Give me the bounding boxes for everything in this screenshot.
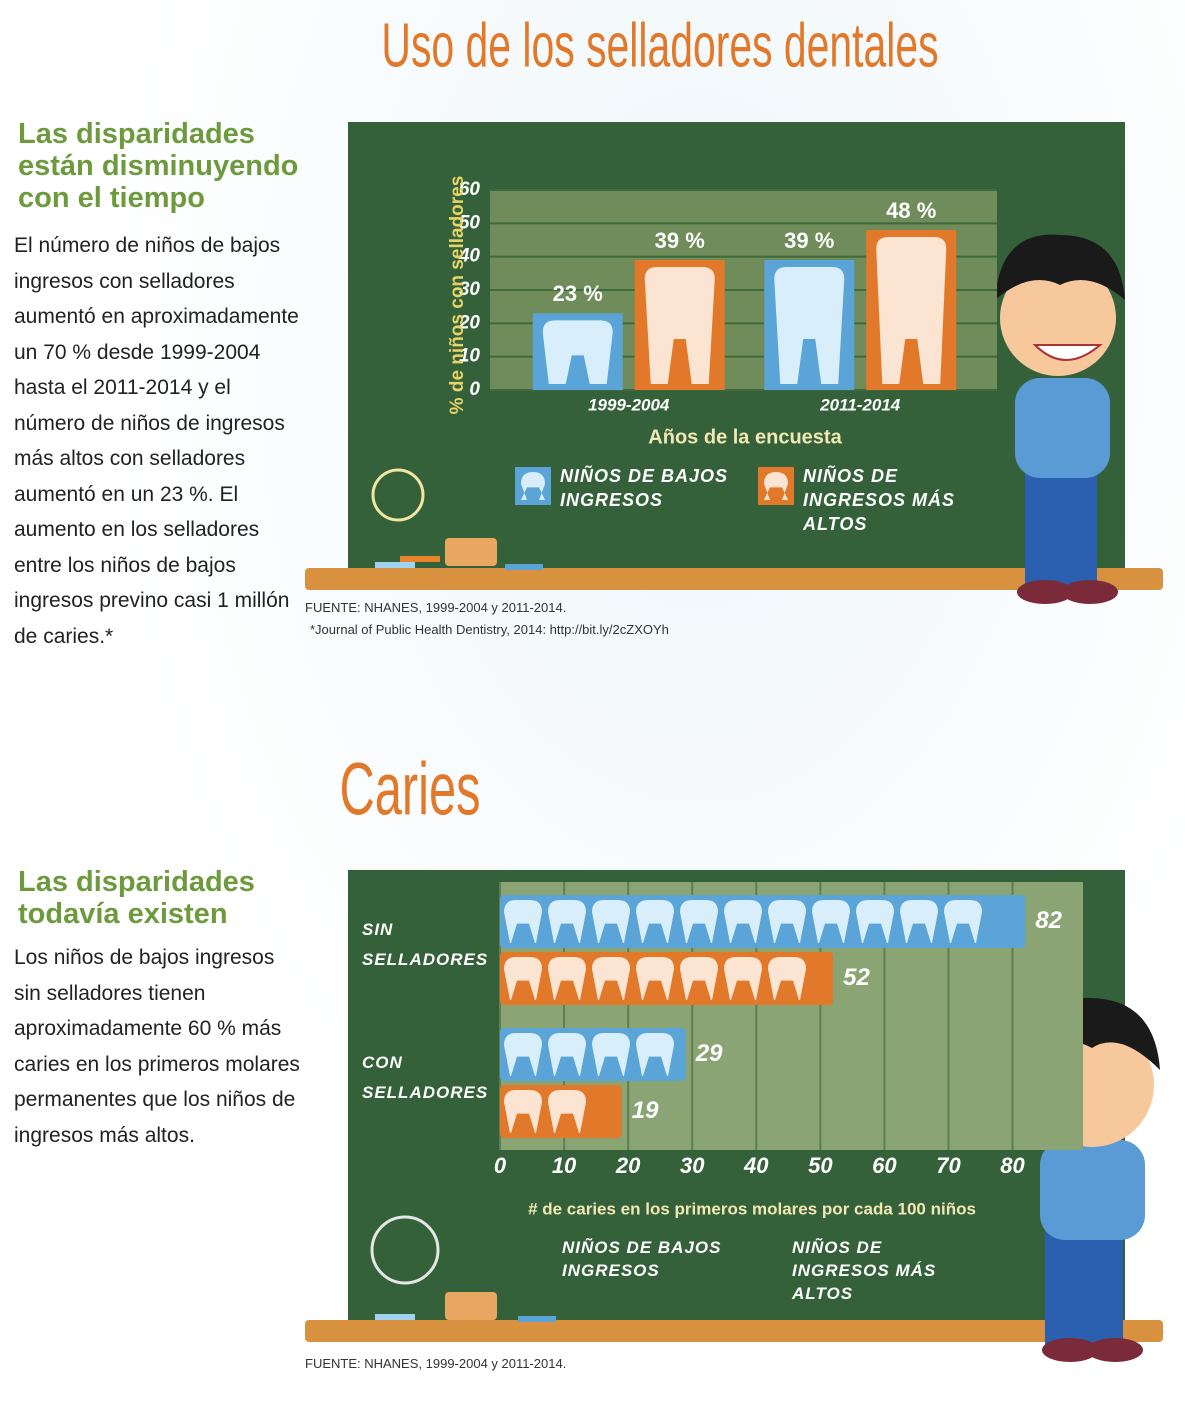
tooth-decoration	[592, 957, 630, 1000]
value-label: 39 %	[784, 228, 834, 253]
x-tick-label: 1999-2004	[588, 395, 670, 414]
tooth-decoration	[644, 267, 715, 384]
tooth-decoration	[812, 900, 850, 943]
x-axis-label: # de caries en los primeros molares por …	[528, 1199, 976, 1218]
tooth-decoration	[548, 957, 586, 1000]
y-tick-label: 60	[459, 179, 481, 200]
tooth-decoration	[548, 900, 586, 943]
eraser	[445, 538, 497, 566]
section-subtitle: Las disparidades están disminuyendo con …	[18, 118, 299, 214]
tooth-decoration	[876, 237, 947, 384]
tooth-decoration	[548, 1090, 586, 1133]
tooth-decoration	[592, 900, 630, 943]
tooth-decoration	[900, 900, 938, 943]
legend-label: NIÑOS DE BAJOS INGRESOS	[562, 1238, 722, 1280]
footnote: *Journal of Public Health Dentistry, 201…	[310, 622, 669, 637]
section-text: Los niños de bajos ingresos sin sellador…	[14, 946, 300, 1147]
tooth-decoration	[542, 320, 613, 384]
source: FUENTE: NHANES, 1999-2004 y 2011-2014.	[305, 600, 567, 615]
value-label: 23 %	[553, 281, 603, 306]
section-subtitle: Las disparidades todavía existen	[18, 866, 255, 930]
chalk	[400, 556, 440, 562]
tooth-decoration	[504, 957, 542, 1000]
tooth-decoration	[548, 1033, 586, 1076]
chalk	[505, 564, 543, 570]
chart-title: Caries	[339, 748, 480, 831]
value-label: 48 %	[886, 198, 936, 223]
x-tick-label: 80	[1000, 1153, 1025, 1178]
x-tick-label: 60	[872, 1153, 897, 1178]
x-tick-label: 30	[680, 1153, 705, 1178]
tooth-decoration	[856, 900, 894, 943]
tooth-decoration	[636, 900, 674, 943]
value-label: 29	[695, 1040, 723, 1067]
legend-label: NIÑOS DE BAJOS INGRESOS	[560, 466, 729, 510]
kid-illustration	[995, 234, 1125, 604]
y-tick-label: 20	[458, 312, 481, 333]
x-axis-label: Años de la encuesta	[648, 426, 842, 448]
tooth-decoration	[680, 957, 718, 1000]
value-label: 52	[843, 964, 870, 991]
ledge	[305, 1320, 1163, 1342]
tooth-decoration	[636, 1033, 674, 1076]
y-axis-label: % de niños con selladores	[447, 176, 468, 415]
tooth-decoration	[944, 900, 982, 943]
chart-title-group: Caries	[339, 748, 480, 831]
tooth-decoration	[504, 1033, 542, 1076]
tooth-decoration	[504, 900, 542, 943]
y-tick-label: 30	[459, 279, 481, 300]
x-tick-label: 20	[615, 1153, 641, 1178]
eraser	[445, 1292, 497, 1320]
chart-title: Uso de los selladores dentales	[381, 11, 938, 81]
ledge	[305, 568, 1163, 590]
category-label: CON SELLADORES	[362, 1053, 489, 1102]
chalk-smiley	[371, 468, 425, 522]
x-tick-label: 2011-2014	[819, 395, 901, 414]
x-tick-label: 40	[743, 1153, 769, 1178]
source: FUENTE: NHANES, 1999-2004 y 2011-2014.	[305, 1356, 567, 1371]
x-tick-label: 50	[808, 1153, 833, 1178]
tooth-decoration	[504, 1090, 542, 1133]
value-label: 82	[1035, 907, 1062, 934]
category-label: SIN SELLADORES	[362, 920, 489, 969]
chalk	[375, 1314, 415, 1320]
chart-title-group: Uso de los selladores dentales	[381, 11, 938, 81]
chalk-smiley	[370, 1215, 440, 1285]
tooth-decoration	[724, 957, 762, 1000]
value-label: 19	[632, 1097, 659, 1124]
tooth-decoration	[636, 957, 674, 1000]
chalk	[375, 562, 415, 568]
tooth-decoration	[768, 957, 806, 1000]
y-tick-label: 50	[459, 212, 481, 233]
y-tick-label: 10	[459, 346, 481, 367]
tooth-decoration	[592, 1033, 630, 1076]
bar	[500, 895, 1026, 948]
tooth-decoration	[774, 267, 845, 384]
legend-label: NIÑOS DE INGRESOS MÁS ALTOS	[792, 1238, 937, 1303]
tooth-decoration	[764, 472, 788, 500]
tooth-decoration	[680, 900, 718, 943]
tooth-decoration	[521, 472, 545, 500]
x-tick-label: 10	[552, 1153, 577, 1178]
y-tick-label: 40	[458, 246, 481, 267]
y-tick-label: 0	[469, 379, 480, 400]
tooth-decoration	[768, 900, 806, 943]
section-text: El número de niños de bajos ingresos con…	[14, 234, 299, 648]
tooth-decoration	[724, 900, 762, 943]
x-tick-label: 70	[936, 1153, 961, 1178]
x-tick-label: 0	[494, 1153, 507, 1178]
value-label: 39 %	[655, 228, 705, 253]
chalk	[518, 1316, 556, 1322]
legend-label: NIÑOS DE INGRESOS MÁS ALTOS	[803, 466, 956, 534]
